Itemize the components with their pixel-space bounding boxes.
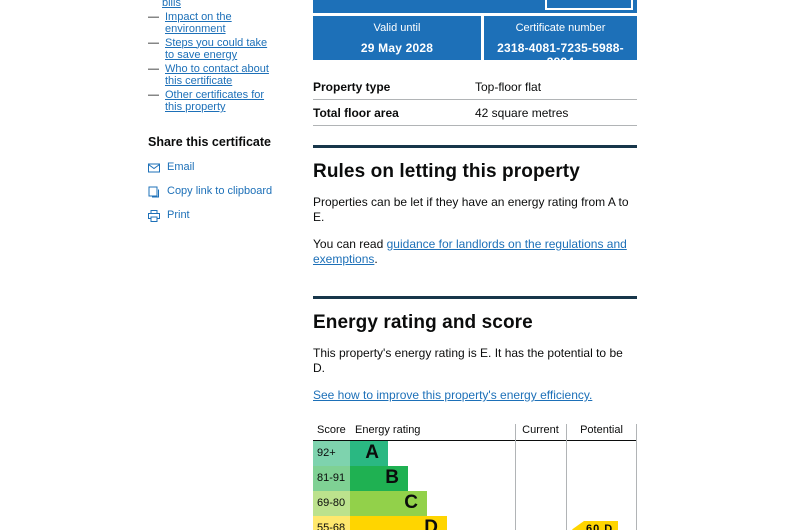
valid-until-cell: Valid until 29 May 2028 [313, 16, 481, 60]
share-print[interactable]: Print [148, 209, 276, 222]
epc-chart-header: Score Energy rating Current Potential [313, 424, 637, 441]
improve-paragraph: See how to improve this property's energ… [313, 388, 637, 403]
floor-area-value: 42 square metres [475, 106, 569, 120]
chart-gridline [515, 424, 516, 530]
table-row: Property type Top-floor flat [313, 74, 637, 100]
contents-item-environment[interactable]: — Impact on the environment [148, 11, 276, 36]
property-summary-table: Property type Top-floor flat Total floor… [313, 74, 637, 126]
rules-heading: Rules on letting this property [313, 161, 580, 182]
valid-until-value: 29 May 2028 [360, 41, 434, 55]
contents-item-contact[interactable]: — Who to contact about this certificate [148, 63, 276, 88]
epc-band-row-a: 92+ A [313, 441, 637, 466]
contents-item-bills[interactable]: bills [148, 0, 276, 10]
share-copy[interactable]: Copy link to clipboard [148, 186, 276, 198]
contents-link[interactable]: bills [162, 0, 181, 9]
contents-link[interactable]: Impact on the environment [165, 10, 232, 36]
divider [481, 16, 484, 60]
score-column-header: Score [317, 424, 346, 436]
energy-rating-paragraph: This property's energy rating is E. It h… [313, 346, 623, 375]
energy-rating-heading: Energy rating and score [313, 312, 533, 333]
certificate-number-cell: Certificate number 2318-4081-7235-5988-3… [484, 16, 637, 69]
certificate-number-value: 2318-4081-7235-5988-3994 [497, 41, 624, 69]
valid-until-label: Valid until [373, 22, 421, 34]
landlord-guidance-link[interactable]: guidance for landlords on the regulation… [313, 237, 627, 266]
copy-icon [148, 186, 159, 197]
potential-rating-arrow: 60 D [572, 521, 618, 530]
share-copy-link[interactable]: Copy link to clipboard [167, 185, 273, 197]
share-heading: Share this certificate [148, 134, 271, 149]
epc-band-row-c: 69-80 C [313, 491, 637, 516]
list-dash: — [148, 10, 159, 23]
contents-link[interactable]: Steps you could take to save energy [165, 36, 268, 62]
text: . [374, 252, 378, 266]
contents-link[interactable]: Who to contact about this certificate [165, 62, 269, 88]
property-type-value: Top-floor flat [475, 80, 542, 94]
text: You can read [313, 237, 387, 251]
certificate-main: Valid until 29 May 2028 Certificate numb… [313, 0, 637, 530]
contents-item-other-certificates[interactable]: — Other certificates for this property [148, 89, 276, 114]
validity-strip: Valid until 29 May 2028 Certificate numb… [313, 16, 637, 69]
chart-gridline [566, 424, 567, 530]
property-type-label: Property type [313, 80, 391, 94]
list-dash: — [148, 62, 159, 75]
print-icon [148, 209, 160, 222]
floor-area-label: Total floor area [313, 106, 399, 120]
chart-gridline [636, 424, 637, 530]
contents-sidebar: bills — Impact on the environment — Step… [148, 0, 276, 234]
share-print-link[interactable]: Print [167, 209, 190, 221]
epc-band-row-d: 55-68 D [313, 516, 637, 530]
epc-chart: Score Energy rating Current Potential 92… [313, 424, 637, 530]
contents-item-save-energy[interactable]: — Steps you could take to save energy [148, 37, 276, 62]
current-column-header: Current [522, 424, 559, 436]
contents-list: bills — Impact on the environment — Step… [148, 0, 276, 114]
potential-column-header: Potential [580, 424, 623, 436]
list-dash: — [148, 88, 159, 101]
table-row: Total floor area 42 square metres [313, 100, 637, 126]
contents-link[interactable]: Other certificates for this property [165, 88, 265, 114]
certificate-number-label: Certificate number [515, 22, 606, 34]
epc-band-bar: D [350, 516, 447, 530]
epc-score-label: 92+ [313, 441, 350, 466]
summary-panel-bottom [313, 0, 637, 13]
section-break [313, 145, 637, 148]
share-email[interactable]: Email [148, 162, 276, 174]
rules-paragraph: Properties can be let if they have an en… [313, 195, 629, 224]
rules-guidance-paragraph: You can read guidance for landlords on t… [313, 237, 637, 267]
epc-band-row-b: 81-91 B [313, 466, 637, 491]
energy-rating-badge-outline [545, 0, 633, 10]
email-icon [148, 163, 160, 172]
list-dash: — [148, 36, 159, 49]
epc-score-label: 55-68 [313, 516, 350, 530]
epc-band-bar: A [350, 441, 388, 466]
improve-efficiency-link[interactable]: See how to improve this property's energ… [313, 388, 593, 402]
section-break [313, 296, 637, 299]
epc-band-bar: C [350, 491, 427, 516]
epc-score-label: 81-91 [313, 466, 350, 491]
energy-rating-column-header: Energy rating [355, 424, 421, 436]
epc-band-bar: B [350, 466, 408, 491]
epc-score-label: 69-80 [313, 491, 350, 516]
share-email-link[interactable]: Email [167, 161, 195, 173]
